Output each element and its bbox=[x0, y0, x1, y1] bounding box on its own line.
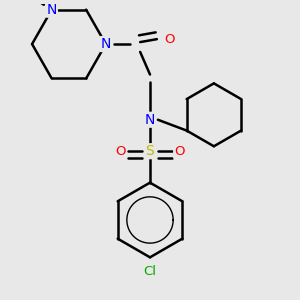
Text: S: S bbox=[146, 144, 154, 158]
Text: O: O bbox=[164, 33, 175, 46]
Text: Cl: Cl bbox=[143, 265, 157, 278]
Text: N: N bbox=[100, 37, 111, 51]
Text: O: O bbox=[174, 145, 185, 158]
Text: N: N bbox=[46, 3, 57, 17]
Text: N: N bbox=[145, 113, 155, 127]
Text: O: O bbox=[115, 145, 126, 158]
